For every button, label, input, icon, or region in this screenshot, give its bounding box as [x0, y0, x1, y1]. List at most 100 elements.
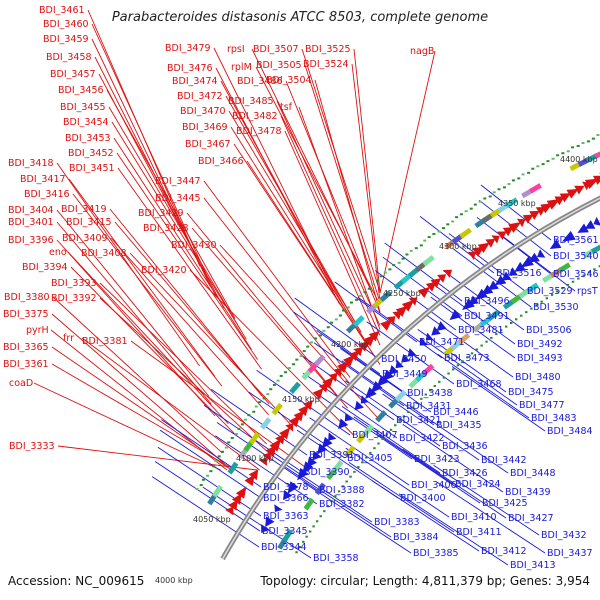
leader-line-reverse	[302, 372, 398, 439]
kbp-tick-label: 4000 kbp	[155, 576, 193, 585]
leader-line-reverse	[357, 296, 443, 359]
gene-label-forward: rpsI	[227, 44, 245, 55]
gc-content-tick	[419, 244, 423, 247]
gc-content-tick	[383, 271, 387, 274]
gc-content-tick	[355, 298, 359, 301]
forward-gene-arrow	[248, 469, 259, 481]
leader-line-forward	[68, 178, 216, 377]
gc-skew-tick	[308, 530, 312, 533]
gene-label-forward: BDI_3485	[228, 96, 274, 107]
leader-line-forward	[228, 110, 362, 333]
leader-line-reverse	[409, 405, 509, 474]
reverse-gene-arrow	[317, 443, 328, 455]
cog-box-reverse	[331, 460, 344, 473]
gc-content-tick	[517, 177, 521, 180]
gc-content-tick	[334, 318, 338, 321]
gc-content-tick	[234, 432, 238, 435]
gc-skew-tick	[341, 485, 345, 488]
gc-skew-tick	[504, 325, 508, 328]
gc-content-tick	[388, 268, 392, 271]
gene-label-reverse: BDI_3421	[396, 415, 442, 426]
gene-label-forward: BDI_3380	[4, 292, 50, 303]
leader-line-forward	[51, 363, 236, 471]
leader-line-reverse	[442, 270, 525, 331]
reverse-gene-arrow	[321, 436, 333, 449]
leader-line-forward	[117, 167, 262, 370]
reverse-gene-arrow	[360, 395, 369, 404]
gc-content-tick	[201, 478, 205, 481]
gene-label-forward: BDI_3456	[58, 85, 104, 96]
reverse-gene-arrow	[468, 295, 479, 305]
leader-line-reverse	[202, 486, 312, 559]
gc-skew-tick	[475, 348, 479, 351]
gc-content-tick	[230, 436, 234, 439]
gc-content-tick	[551, 157, 555, 160]
leader-line-forward	[284, 130, 381, 346]
cog-box-reverse	[487, 309, 501, 321]
leader-line-reverse	[419, 215, 495, 274]
gene-label-forward: BDI_3524	[303, 59, 349, 70]
gene-label-reverse: BDI_3410	[451, 512, 497, 523]
leader-line-reverse	[341, 405, 441, 474]
gene-label-reverse: BDI_3506	[526, 325, 572, 336]
gc-content-tick	[269, 388, 273, 391]
gc-content-tick	[341, 309, 345, 312]
leader-line-reverse	[293, 311, 381, 375]
leader-line-reverse	[345, 380, 441, 447]
leader-line-reverse	[451, 366, 546, 432]
gc-content-tick	[224, 446, 228, 449]
gc-content-tick	[521, 173, 525, 176]
reverse-gene-arrow	[436, 321, 447, 331]
forward-gene-arrow	[322, 376, 334, 389]
forward-gene-arrow	[425, 281, 437, 292]
gene-label-reverse: BDI_3471	[419, 337, 465, 348]
cog-box-forward	[260, 417, 272, 430]
gc-skew-tick	[312, 525, 315, 528]
reverse-gene-arrow	[481, 284, 494, 296]
gc-skew-tick	[550, 293, 554, 296]
leader-line-forward	[314, 79, 381, 313]
kbp-tick-label: 4250 kbp	[383, 289, 421, 298]
gene-label-reverse: BDI_3391	[309, 450, 355, 461]
gc-skew-tick	[577, 277, 580, 280]
gene-label-forward: BDI_3447	[155, 176, 201, 187]
gc-content-tick	[546, 160, 550, 163]
leader-line-forward	[351, 63, 381, 302]
gc-skew-tick	[369, 451, 372, 454]
gc-skew-tick	[361, 461, 364, 464]
gene-label-forward: BDI_3486	[237, 76, 283, 87]
kbp-tick-label: 4200 kbp	[331, 340, 369, 349]
gc-content-tick	[596, 133, 600, 136]
leader-line-reverse	[159, 429, 262, 499]
gc-content-tick	[247, 414, 251, 417]
gene-label-reverse: rpsT	[577, 286, 598, 297]
gene-label-forward: BDI_3467	[185, 139, 231, 150]
gc-content-tick	[502, 186, 506, 189]
leader-line-reverse	[316, 329, 406, 394]
gc-skew-tick	[485, 340, 488, 343]
forward-gene-arrow	[368, 330, 380, 342]
reverse-gene-arrow	[306, 456, 317, 468]
gene-label-reverse: BDI_3473	[444, 353, 490, 364]
gc-skew-tick	[466, 356, 469, 359]
gc-content-tick	[322, 329, 326, 332]
gc-skew-tick	[545, 297, 549, 300]
gc-content-tick	[527, 171, 531, 174]
leader-line-forward	[298, 106, 381, 330]
cog-box-forward	[212, 484, 223, 498]
leader-line-forward	[280, 115, 381, 336]
cog-box-forward	[352, 315, 365, 327]
cog-box-forward	[289, 381, 301, 395]
gc-content-tick	[287, 367, 291, 370]
gene-label-reverse: BDI_3446	[433, 407, 479, 418]
leader-line-forward	[56, 209, 210, 397]
forward-gene-arrow	[348, 350, 360, 362]
gene-label-forward: BDI_3404	[8, 205, 54, 216]
leader-line-forward	[219, 244, 380, 420]
leader-line-reverse	[345, 447, 450, 518]
cog-box-reverse	[590, 243, 600, 254]
leader-line-forward	[225, 95, 356, 323]
gene-label-reverse: BDI_3468	[456, 379, 502, 390]
gene-label-reverse: BDI_3439	[505, 487, 551, 498]
reverse-gene-arrow	[338, 418, 349, 430]
